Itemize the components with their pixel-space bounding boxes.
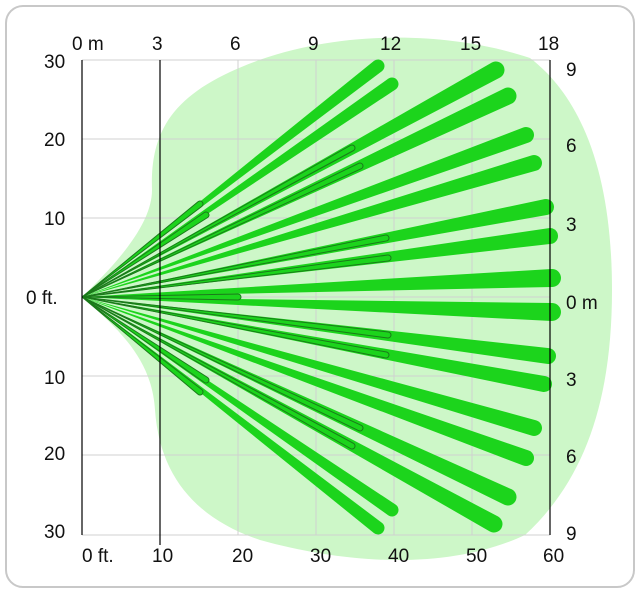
left-label-4: 10 — [44, 368, 65, 389]
right-label-4: 3 — [566, 370, 577, 391]
long-range-beam-10 — [82, 297, 556, 364]
short-range-beam-6 — [81, 293, 242, 301]
right-label-2: 3 — [566, 215, 577, 236]
short-range-beam-4 — [81, 234, 390, 298]
long-range-beam-9 — [82, 297, 561, 321]
bottom-label-1: 10 — [152, 546, 173, 567]
detection-beams — [81, 59, 561, 535]
left-label-2: 10 — [44, 209, 65, 230]
axes — [81, 60, 551, 545]
short-range-beam-5 — [81, 254, 392, 298]
short-range-beam-3 — [81, 162, 364, 298]
short-range-beam-10 — [81, 296, 356, 450]
short-range-beam-11 — [81, 296, 210, 384]
top-label-4: 12 — [380, 34, 401, 55]
left-label-1: 20 — [44, 130, 65, 151]
short-range-beam-2 — [81, 144, 356, 298]
short-range-beam-9 — [81, 296, 364, 432]
left-label-3: 0 ft. — [26, 288, 58, 309]
bottom-label-3: 30 — [310, 546, 331, 567]
right-label-5: 6 — [566, 447, 577, 468]
right-label-1: 6 — [566, 136, 577, 157]
short-range-beam-1 — [81, 211, 210, 298]
short-range-beam-0 — [81, 200, 204, 298]
left-label-5: 20 — [44, 444, 65, 465]
bottom-label-6: 60 — [543, 546, 564, 567]
bottom-label-5: 50 — [466, 546, 487, 567]
top-label-5: 15 — [460, 34, 481, 55]
long-range-beam-7 — [82, 228, 558, 297]
long-range-beam-12 — [82, 297, 542, 436]
right-label-3: 0 m — [566, 293, 598, 314]
top-label-1: 3 — [152, 34, 163, 55]
left-label-6: 30 — [44, 522, 65, 543]
coverage-area — [82, 37, 612, 560]
bottom-label-4: 40 — [388, 546, 409, 567]
long-range-beam-13 — [82, 297, 534, 466]
long-range-beam-4 — [82, 126, 535, 297]
bottom-label-2: 20 — [232, 546, 253, 567]
right-label-6: 9 — [566, 524, 577, 545]
bottom-label-0: 0 ft. — [82, 546, 114, 567]
short-range-beam-8 — [81, 296, 390, 359]
long-range-beam-5 — [82, 155, 542, 297]
left-label-0: 30 — [44, 52, 65, 73]
right-label-0: 9 — [566, 60, 577, 81]
short-range-beam-12 — [81, 296, 204, 396]
top-label-0: 0 m — [72, 34, 104, 55]
short-range-beam-7 — [81, 296, 392, 339]
long-range-beam-8 — [82, 269, 561, 297]
top-label-2: 6 — [230, 34, 241, 55]
top-label-3: 9 — [308, 34, 319, 55]
top-label-6: 18 — [538, 34, 559, 55]
